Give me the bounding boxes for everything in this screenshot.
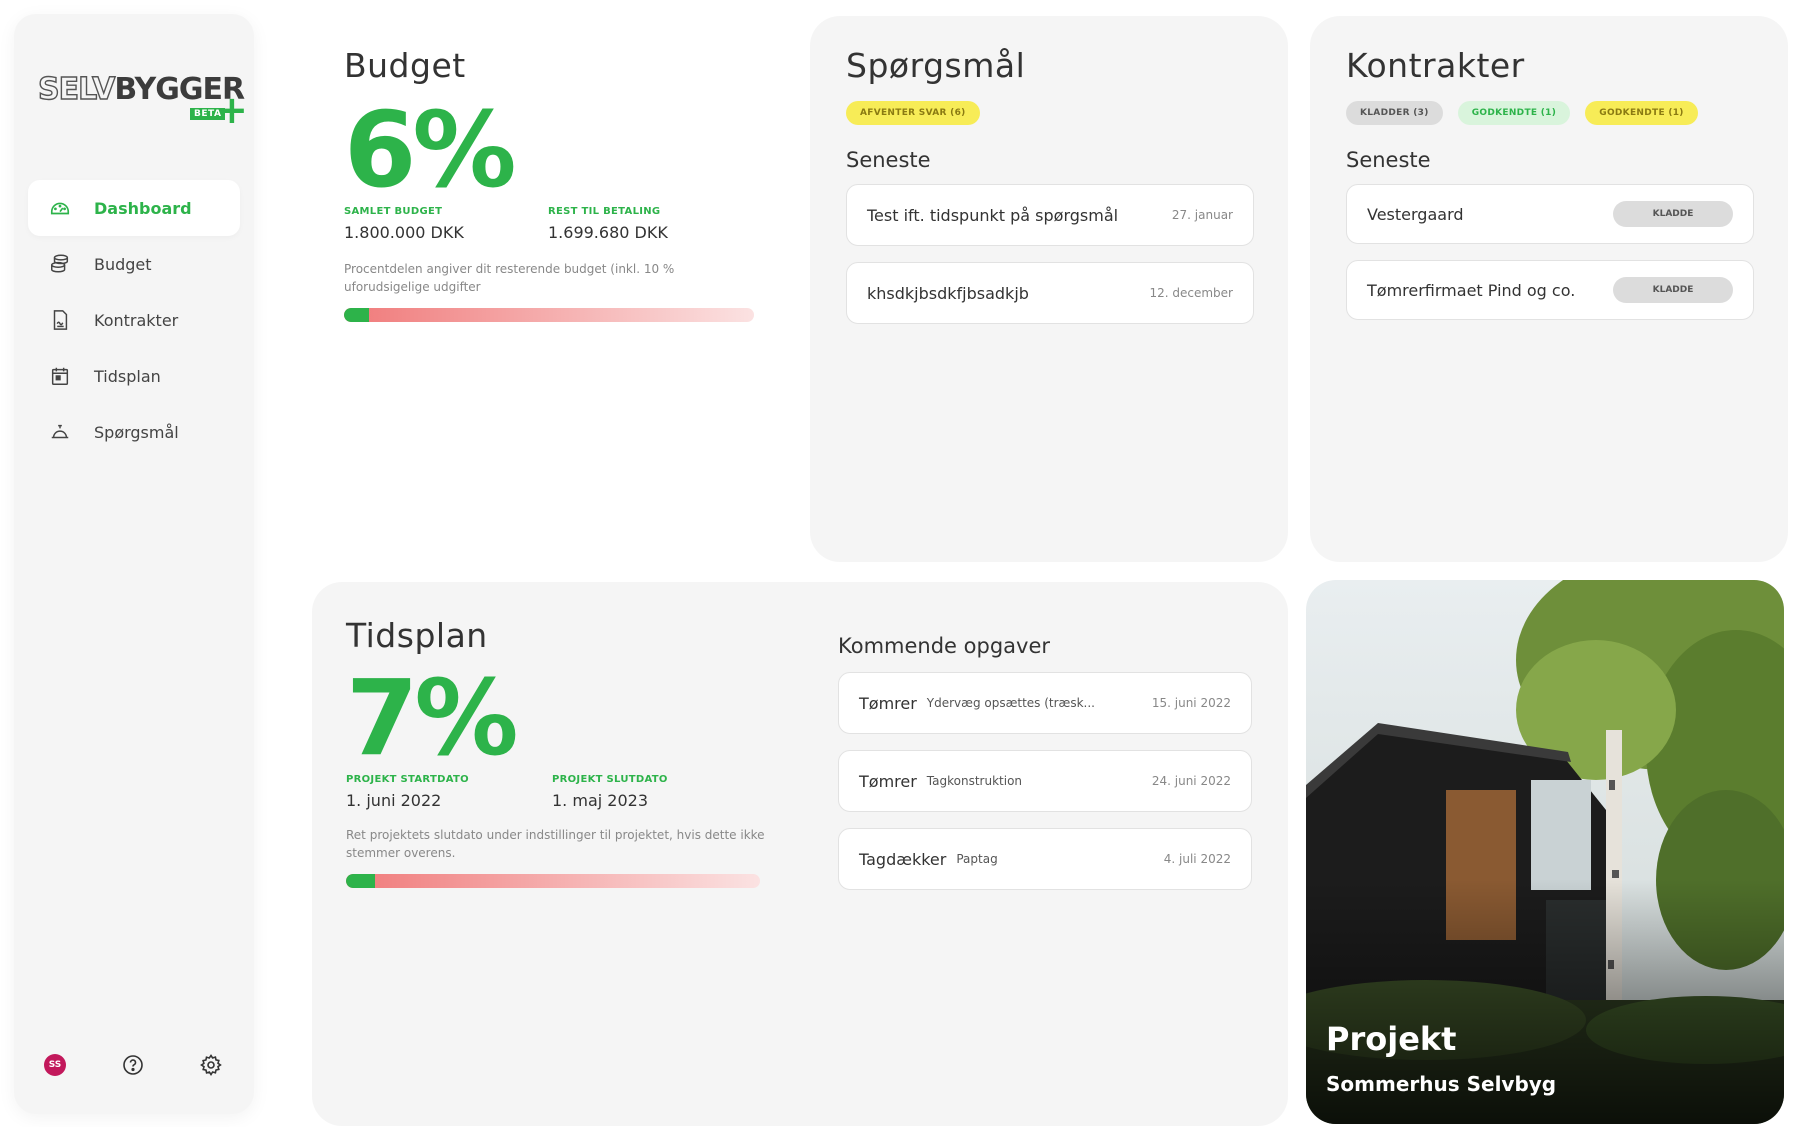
sidebar-item-label: Budget [94, 254, 152, 274]
task-description: Paptag [956, 852, 998, 866]
sidebar-item-dashboard[interactable]: Dashboard [28, 180, 240, 236]
question-row[interactable]: Test ift. tidspunkt på spørgsmål 27. jan… [846, 184, 1254, 246]
task-trade: Tagdækker [859, 849, 947, 869]
schedule-note: Ret projektets slutdato under indstillin… [346, 828, 765, 860]
logo-text-bold: BYGGER [114, 72, 245, 107]
logo-text-outline: SELV [37, 71, 116, 107]
budget-note: Procentdelen angiver dit resterende budg… [344, 262, 675, 294]
sidebar-nav: Dashboard Budget Kontrakter Tidsplan Spø… [28, 180, 240, 460]
sidebar-item-label: Kontrakter [94, 310, 179, 330]
sidebar-item-budget[interactable]: Budget [28, 236, 240, 292]
contract-icon [48, 308, 72, 332]
sidebar-item-label: Dashboard [94, 198, 192, 218]
budget-progress-bar [344, 308, 754, 322]
contracts-badges: KLADDER (3) GODKENDTE (1) GODKENDTE (1) [1346, 100, 1708, 125]
questions-latest-heading: Seneste [846, 148, 931, 172]
sidebar-item-label: Spørgsmål [94, 422, 179, 442]
schedule-progress-bar [346, 874, 760, 888]
task-trade: Tømrer [859, 693, 917, 713]
help-icon[interactable] [121, 1053, 145, 1077]
task-description: Ydervæg opsættes (træsk... [926, 696, 1095, 710]
project-photo [1306, 580, 1784, 1124]
sidebar-item-label: Tidsplan [94, 366, 161, 386]
schedule-start-label: PROJEKT STARTDATO [346, 774, 469, 785]
sidebar-item-spoergsmaal[interactable]: Spørgsmål [28, 404, 240, 460]
upcoming-tasks-heading: Kommende opgaver [838, 634, 1050, 658]
budget-remaining-value: 1.699.680 DKK [548, 223, 668, 242]
gear-icon[interactable] [199, 1053, 223, 1077]
project-label: Projekt [1326, 1020, 1457, 1058]
schedule-progress-fill [346, 874, 375, 888]
awaiting-reply-badge[interactable]: AFVENTER SVAR (6) [846, 101, 980, 125]
approved-badge[interactable]: GODKENDTE (1) [1457, 101, 1571, 125]
bell-icon [48, 420, 72, 444]
beta-badge: BETA [190, 108, 226, 120]
approved-badge[interactable]: GODKENDTE (1) [1585, 101, 1698, 125]
dashboard-icon [48, 196, 72, 220]
task-description: Tagkonstruktion [926, 774, 1023, 788]
sidebar-footer: SS [14, 1052, 254, 1082]
contracts-latest-heading: Seneste [1346, 148, 1431, 172]
schedule-card: Tidsplan 7% PROJEKT STARTDATO 1. juni 20… [312, 582, 1288, 1126]
budget-total-label: SAMLET BUDGET [344, 206, 443, 217]
contracts-card: Kontrakter KLADDER (3) GODKENDTE (1) GOD… [1310, 16, 1788, 562]
questions-badges: AFVENTER SVAR (6) [846, 100, 990, 125]
task-date: 24. juni 2022 [1151, 774, 1231, 788]
status-badge: KLADDE [1613, 277, 1733, 303]
sidebar-item-tidsplan[interactable]: Tidsplan [28, 348, 240, 404]
coins-icon [48, 252, 72, 276]
task-trade: Tømrer [859, 771, 917, 791]
contract-title: Vestergaard [1367, 204, 1464, 224]
calendar-icon [48, 364, 72, 388]
question-date: 12. december [1149, 286, 1233, 300]
task-row[interactable]: Tagdækker Paptag 4. juli 2022 [838, 828, 1252, 890]
budget-remaining: REST TIL BETALING 1.699.680 DKK [548, 206, 668, 242]
schedule-end-value: 1. maj 2023 [552, 791, 648, 810]
schedule-end: PROJEKT SLUTDATO 1. maj 2023 [552, 774, 668, 810]
contracts-title: Kontrakter [1346, 46, 1525, 85]
budget-remaining-label: REST TIL BETALING [548, 206, 661, 217]
question-title: Test ift. tidspunkt på spørgsmål [867, 205, 1119, 225]
questions-card: Spørgsmål AFVENTER SVAR (6) Seneste Test… [810, 16, 1288, 562]
schedule-start-value: 1. juni 2022 [346, 791, 442, 810]
logo[interactable]: SELVBYGGER + BETA [37, 71, 248, 129]
budget-card: Budget 6% SAMLET BUDGET 1.800.000 DKK RE… [310, 16, 780, 536]
budget-total: SAMLET BUDGET 1.800.000 DKK [344, 206, 464, 242]
question-date: 27. januar [1171, 208, 1233, 222]
schedule-percent: 7% [346, 657, 519, 779]
avatar[interactable]: SS [44, 1054, 66, 1076]
schedule-title: Tidsplan [346, 616, 488, 655]
contract-row[interactable]: Tømrerfirmaet Pind og co. KLADDE [1346, 260, 1754, 320]
project-name: Sommerhus Selvbyg [1326, 1072, 1557, 1096]
question-row[interactable]: khsdkjbsdkfjbsadkjb 12. december [846, 262, 1254, 324]
sidebar-item-kontrakter[interactable]: Kontrakter [28, 292, 240, 348]
status-badge: KLADDE [1613, 201, 1733, 227]
sidebar: SELVBYGGER + BETA Dashboard Budget Kontr… [14, 14, 254, 1114]
task-row[interactable]: Tømrer Ydervæg opsættes (træsk... 15. ju… [838, 672, 1252, 734]
budget-percent: 6% [344, 89, 517, 211]
budget-total-value: 1.800.000 DKK [344, 223, 464, 242]
contract-title: Tømrerfirmaet Pind og co. [1367, 280, 1576, 300]
budget-title: Budget [344, 46, 466, 85]
task-row[interactable]: Tømrer Tagkonstruktion 24. juni 2022 [838, 750, 1252, 812]
schedule-end-label: PROJEKT SLUTDATO [552, 774, 668, 785]
questions-title: Spørgsmål [846, 46, 1026, 85]
contract-row[interactable]: Vestergaard KLADDE [1346, 184, 1754, 244]
schedule-start: PROJEKT STARTDATO 1. juni 2022 [346, 774, 469, 810]
project-card[interactable]: Projekt Sommerhus Selvbyg [1306, 580, 1784, 1124]
task-date: 4. juli 2022 [1163, 852, 1231, 866]
drafts-badge[interactable]: KLADDER (3) [1346, 101, 1443, 125]
budget-progress-fill [344, 308, 369, 322]
task-date: 15. juni 2022 [1151, 696, 1231, 710]
question-title: khsdkjbsdkfjbsadkjb [867, 283, 1029, 303]
